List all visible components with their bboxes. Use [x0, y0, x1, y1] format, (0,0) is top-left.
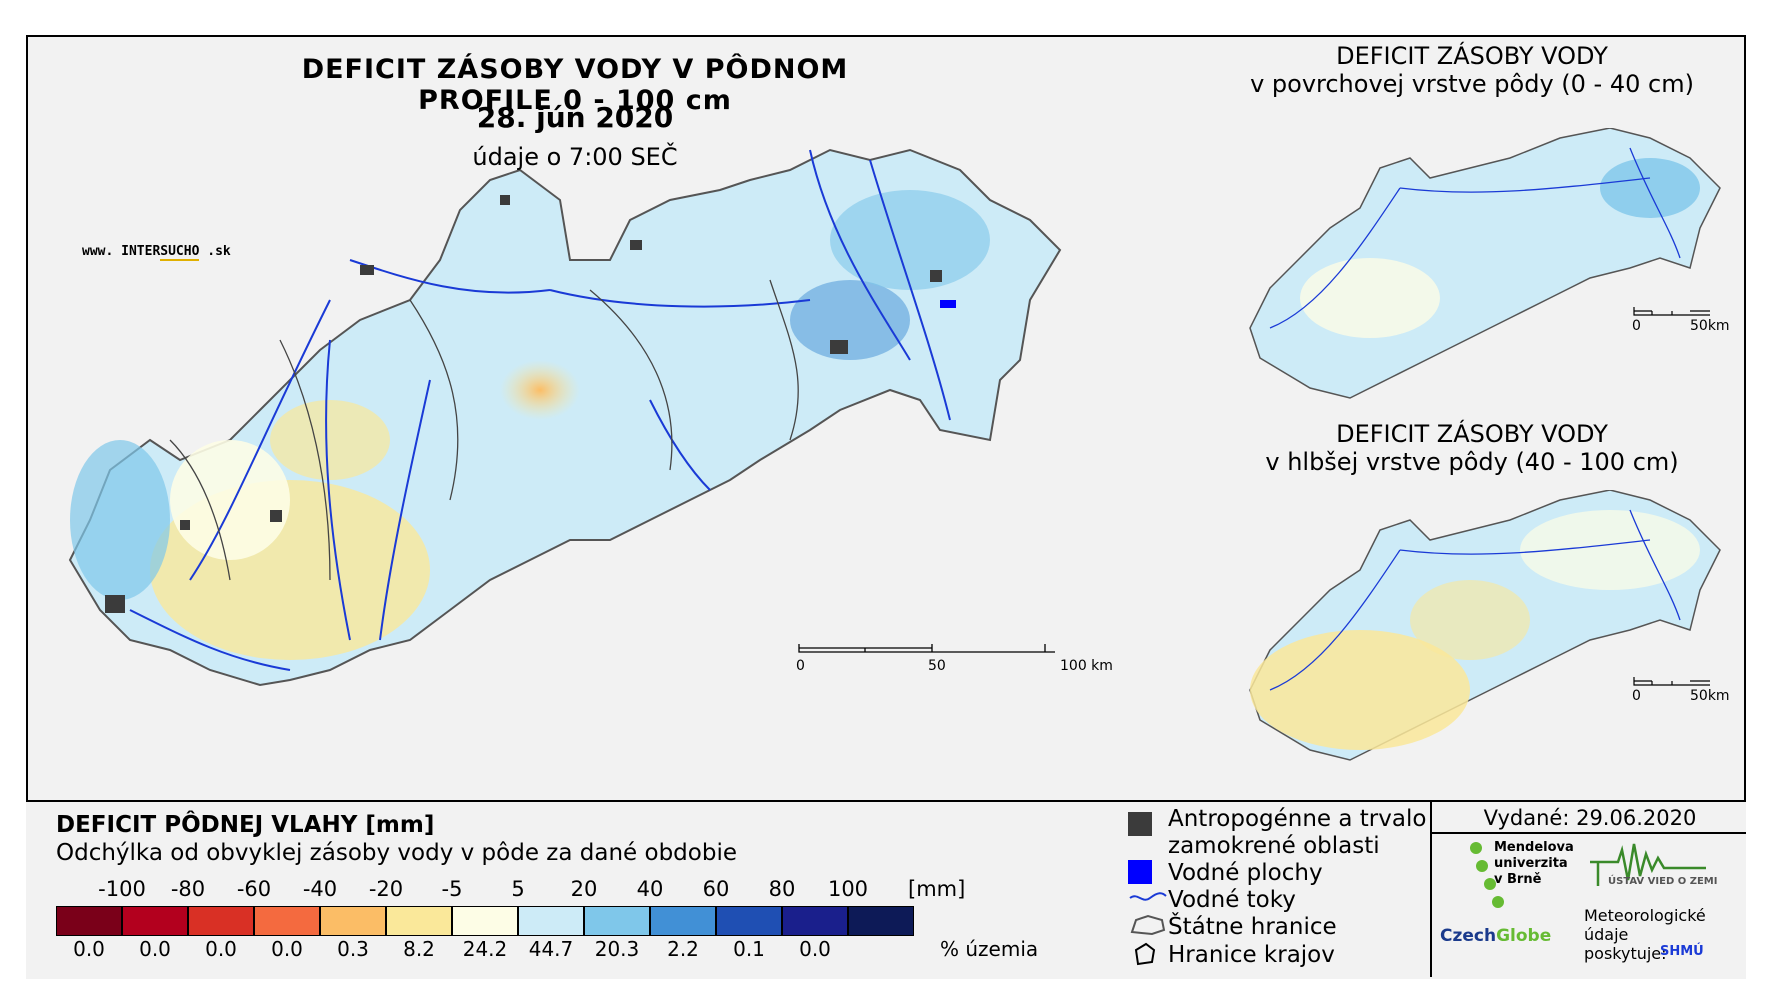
legend-percentage: 44.7: [528, 937, 574, 961]
legend-swatch: [122, 906, 188, 936]
legend-swatch: [386, 906, 452, 936]
state-border-symbol: [1130, 914, 1166, 936]
inset-bottom-scale: [1633, 677, 1710, 686]
page-title: DEFICIT ZÁSOBY VODY V PÔDNOM PROFILE 0 -…: [301, 54, 849, 116]
data-time: údaje o 7:00 SEČ: [472, 143, 678, 171]
legend-tick: -60: [236, 877, 272, 901]
legend-swatch: [188, 906, 254, 936]
inset-bottom-scale-0: 0: [1632, 688, 1641, 704]
legend-percentage: 20.3: [594, 937, 640, 961]
legend-tick: -40: [302, 877, 338, 901]
legend-title: DEFICIT PÔDNEJ VLAHY [mm]: [56, 812, 435, 838]
legend-percentage: 0.0: [205, 937, 237, 961]
issued-date: Vydané: 29.06.2020: [1483, 806, 1697, 830]
legend-unit: [mm]: [908, 877, 966, 901]
legend-percentage: 0.0: [73, 937, 105, 961]
inset-top-scale: [1633, 307, 1710, 316]
legend-regions: Hranice krajov: [1168, 942, 1335, 968]
shmu-logo: SHMÚ: [1660, 944, 1704, 959]
map-date: 28. jún 2020: [476, 101, 674, 134]
legend-tick: -100: [98, 877, 146, 901]
legend-percentage: 0.0: [271, 937, 303, 961]
river-symbol: [1129, 892, 1167, 901]
inset-top-scale-0: 0: [1632, 318, 1641, 334]
inset-bottom-map: [1249, 490, 1721, 761]
legend-tick: -80: [170, 877, 206, 901]
legend-swatch: [848, 906, 914, 936]
legend-tick: 60: [702, 877, 730, 901]
legend-water: Vodné plochy: [1168, 860, 1323, 886]
legend-swatch: [254, 906, 320, 936]
legend-swatch: [782, 906, 848, 936]
inset-top-map: [1249, 128, 1721, 399]
legend-border: Štátne hranice: [1168, 914, 1337, 940]
percent-label: % územia: [940, 937, 1039, 961]
legend-swatch: [716, 906, 782, 936]
legend-urban: Antropogénne a trvalo: [1168, 806, 1427, 832]
urban-area-symbol: [1128, 812, 1152, 836]
mendel-dots-icon: [1470, 842, 1504, 908]
mendel-logo: Mendelova univerzita v Brně: [1494, 840, 1574, 887]
legend-swatch: [320, 906, 386, 936]
scale-label-0: 0: [796, 658, 805, 674]
water-body-symbol: [1128, 860, 1152, 884]
legend-swatch: [518, 906, 584, 936]
legend-percentage: 8.2: [403, 937, 435, 961]
inset-bottom-scale-end: 50km: [1690, 688, 1730, 704]
legend-percentage: 2.2: [667, 937, 699, 961]
region-border-symbol: [1134, 942, 1156, 966]
legend-tick: 20: [570, 877, 598, 901]
legend-panel: [26, 800, 1746, 979]
legend-percentage: 24.2: [462, 937, 508, 961]
inset-top-title: DEFICIT ZÁSOBY VODY v povrchovej vrstve p…: [1250, 42, 1694, 98]
scale-label-100: 100 km: [1060, 658, 1113, 674]
main-scale-bar: [798, 644, 1055, 653]
legend-tick: -5: [441, 877, 463, 901]
legend-tick: 80: [768, 877, 796, 901]
legend-subtitle: Odchýlka od obvyklej zásoby vody v pôde …: [56, 840, 737, 866]
legend-percentage: 0.1: [733, 937, 765, 961]
legend-tick: 100: [827, 877, 869, 901]
meteo-provider: Meteorologické údaje poskytuje:: [1584, 906, 1706, 963]
legend-percentage: 0.0: [139, 937, 171, 961]
legend-tick: 40: [636, 877, 664, 901]
main-map: [68, 148, 1062, 687]
legend-tick: 5: [511, 877, 525, 901]
website-logo: www. INTERSUCHO .sk: [82, 244, 231, 261]
legend-percentage: 0.3: [337, 937, 369, 961]
inset-bottom-title: DEFICIT ZÁSOBY VODY v hlbšej vrstve pôdy …: [1265, 420, 1679, 476]
legend-urban-2: zamokrené oblasti: [1168, 833, 1380, 859]
legend-tick: -20: [368, 877, 404, 901]
inset-top-scale-end: 50km: [1690, 318, 1730, 334]
legend-percentage: 0.0: [799, 937, 831, 961]
czechglobe-logo: CzechGlobe: [1440, 926, 1552, 946]
legend-rivers: Vodné toky: [1168, 887, 1296, 913]
uvz-logo-icon: [1590, 843, 1706, 886]
legend-swatch: [452, 906, 518, 936]
legend-swatch: [56, 906, 122, 936]
legend-swatch: [584, 906, 650, 936]
uvz-logo-text: ÚSTAV VIED O ZEMI: [1608, 876, 1718, 887]
scale-label-50: 50: [928, 658, 946, 674]
legend-swatch: [650, 906, 716, 936]
